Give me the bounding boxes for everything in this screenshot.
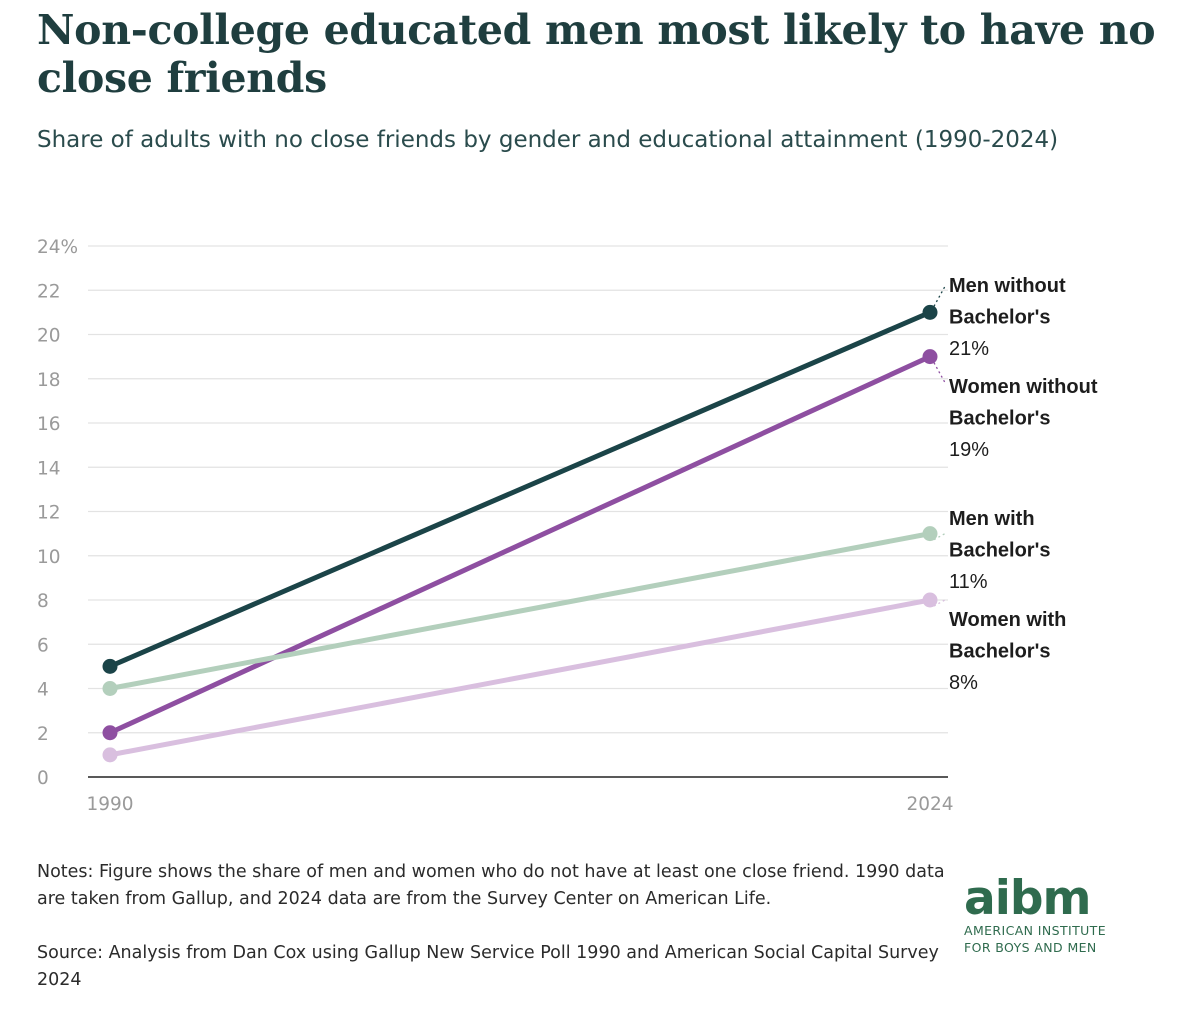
logo-line-2: FOR BOYS AND MEN: [964, 940, 1097, 955]
data-point: [102, 725, 118, 741]
x-tick-label: 1990: [86, 794, 133, 815]
logo-line-1: AMERICAN INSTITUTE: [964, 923, 1107, 938]
y-tick-label: 2: [37, 724, 49, 745]
label-leader: [933, 286, 946, 307]
line-chart: 0 2 4 6 8 10 12 14 16 18 20 22 24% 1990 2024 Men withou…: [37, 237, 1098, 815]
data-point: [922, 304, 938, 320]
x-tick-label: 2024: [906, 794, 953, 815]
label-leader: [933, 533, 946, 541]
y-tick-label: 24%: [37, 237, 78, 258]
series-label: Bachelor's: [949, 408, 1050, 430]
y-tick-label: 6: [37, 635, 49, 656]
data-point: [922, 592, 938, 608]
data-point: [102, 681, 118, 696]
label-leader: [933, 362, 946, 383]
chart-title: Non-college educated men most likely to …: [37, 6, 1156, 102]
y-tick-label: 4: [37, 680, 49, 701]
y-tick-label: 8: [37, 591, 49, 612]
y-tick-label: 16: [37, 414, 61, 435]
series-line: [107, 531, 933, 691]
data-point: [922, 349, 938, 365]
series-label: Bachelor's: [949, 641, 1050, 663]
logo-mark: aibm: [964, 871, 1091, 926]
series-line: [107, 309, 933, 669]
label-leader: [933, 599, 946, 607]
y-tick-label: 12: [37, 503, 61, 524]
y-tick-label: 20: [37, 326, 61, 347]
series-label: Women without: [949, 376, 1098, 398]
series-line: [107, 354, 933, 736]
chart-subtitle: Share of adults with no close friends by…: [37, 127, 1059, 153]
series-label: Men without: [949, 275, 1066, 297]
chart-source: Source: Analysis from Dan Cox using Gall…: [37, 943, 939, 990]
y-tick-label: 14: [37, 458, 61, 479]
data-point: [922, 526, 938, 542]
data-point: [102, 747, 118, 763]
series-value-label: 21%: [949, 338, 989, 360]
y-tick-label: 0: [37, 768, 49, 789]
y-tick-label: 18: [37, 370, 61, 391]
aibm-logo: aibm AMERICAN INSTITUTE FOR BOYS AND MEN: [964, 871, 1154, 956]
series-value-label: 19%: [949, 439, 989, 461]
series-label: Women with: [949, 609, 1066, 631]
chart-notes: Notes: Figure shows the share of men and…: [37, 862, 945, 909]
data-point: [102, 658, 118, 674]
series-label: Men with: [949, 508, 1035, 530]
series-label: Bachelor's: [949, 540, 1050, 562]
series-value-label: 8%: [949, 672, 978, 694]
y-tick-label: 22: [37, 281, 61, 302]
y-tick-label: 10: [37, 547, 61, 568]
series-value-label: 11%: [949, 571, 988, 593]
series-label: Bachelor's: [949, 307, 1050, 329]
series-line: [107, 597, 933, 758]
